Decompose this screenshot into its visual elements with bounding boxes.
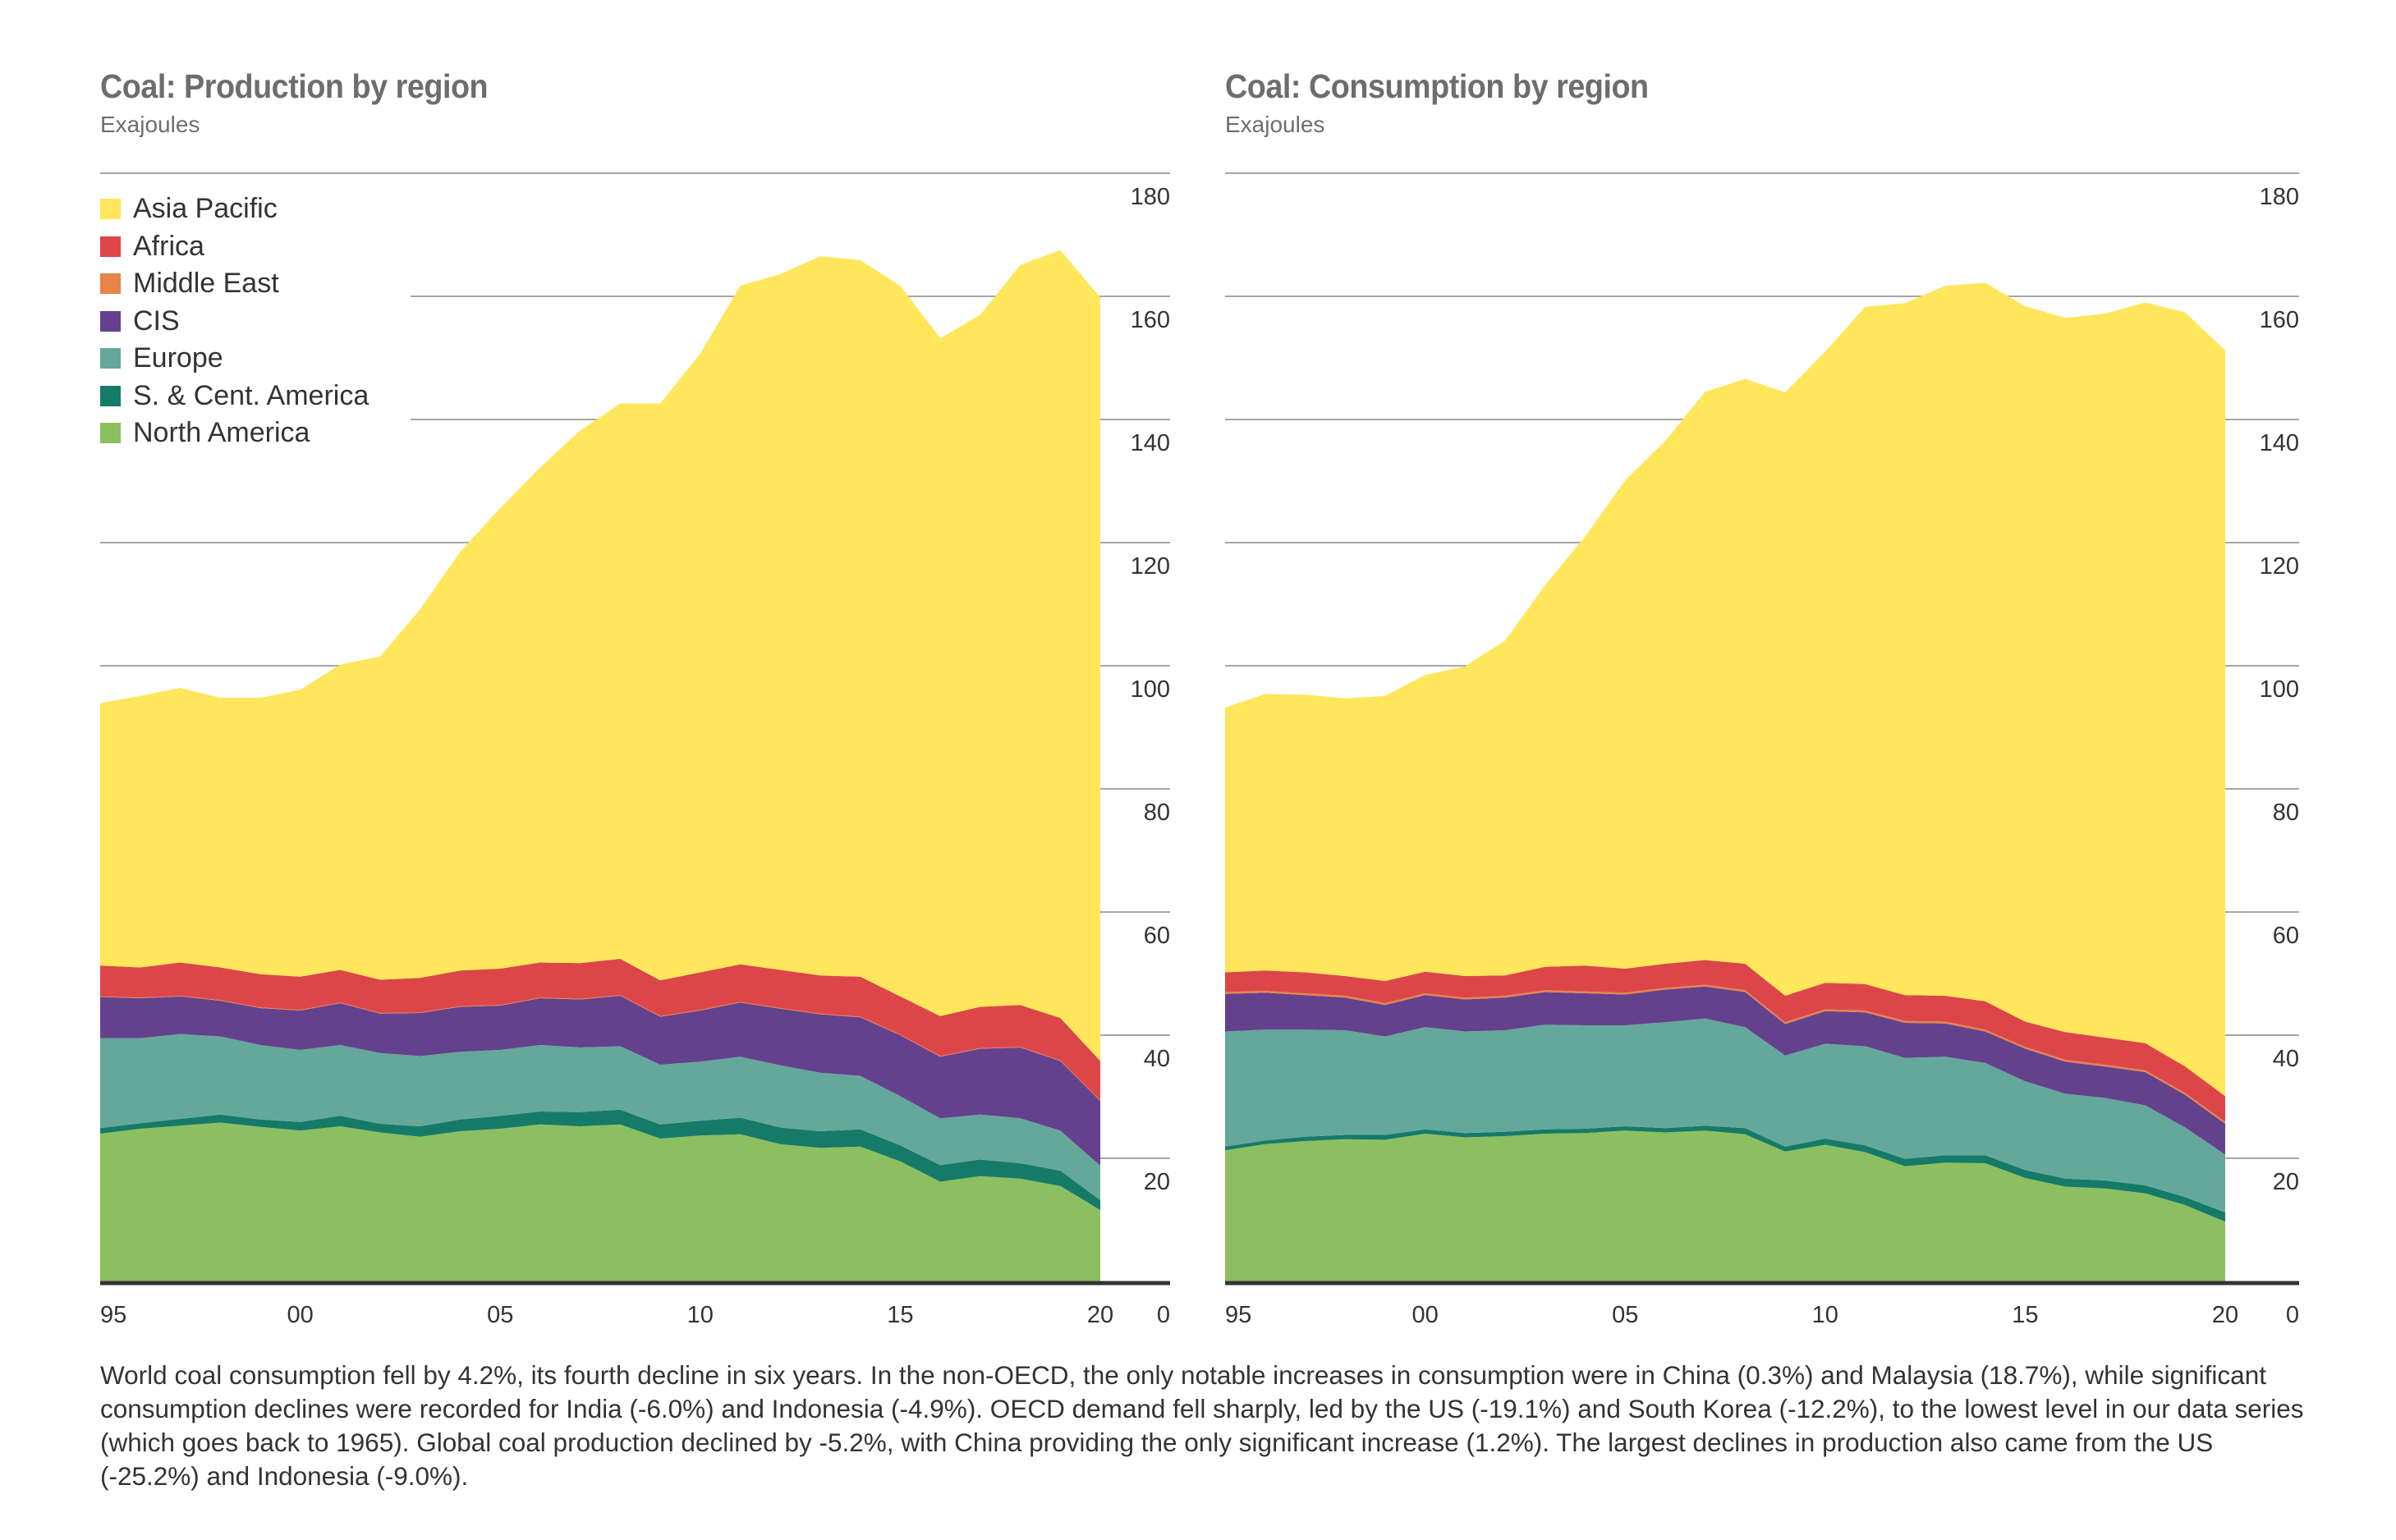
legend-label: CIS <box>133 305 180 337</box>
y-tick-label: 140 <box>1131 430 1170 456</box>
legend-item-africa: Africa <box>100 228 369 266</box>
x-tick-label: 20 <box>1087 1302 1113 1328</box>
legend-label: Africa <box>133 230 204 262</box>
legend-label: S. & Cent. America <box>133 379 369 411</box>
y-tick-label: 180 <box>2260 184 2299 210</box>
y-tick-label: 80 <box>2273 800 2299 826</box>
chart-legend: Asia Pacific Africa Middle East CIS Euro… <box>100 190 369 452</box>
y-tick-label: 160 <box>2260 307 2299 333</box>
area-asia-pacific <box>100 250 1100 1061</box>
legend-item-middle-east: Middle East <box>100 265 369 303</box>
production-chart-title: Coal: Production by region <box>100 67 489 105</box>
x-tick-label: 15 <box>887 1302 913 1328</box>
legend-label: Asia Pacific <box>133 193 278 225</box>
area-north-america <box>1225 1130 2225 1281</box>
commentary-paragraph: World coal consumption fell by 4.2%, its… <box>100 1360 2304 1491</box>
y-tick-label: 40 <box>2273 1046 2299 1072</box>
legend-swatch-asia-pacific <box>100 199 121 220</box>
area-cis <box>1225 986 2225 1155</box>
y-tick-label: 180 <box>1131 184 1170 210</box>
y-tick-label: 0 <box>1157 1302 1170 1328</box>
area-sc-america <box>1225 1125 2225 1222</box>
y-tick-label: 120 <box>2260 553 2299 580</box>
legend-label: Middle East <box>133 268 279 300</box>
production-area-chart: 0 20 40 60 80 100 120 140 160 180 95 00 05 10 15 20 <box>100 172 1170 1328</box>
x-tick-label: 95 <box>100 1302 126 1328</box>
y-tick-label: 20 <box>1144 1169 1170 1195</box>
area-africa <box>1225 960 2225 1122</box>
y-tick-label: 100 <box>1131 676 1170 703</box>
y-tick-label: 60 <box>1144 923 1170 949</box>
area-europe <box>1225 1018 2225 1212</box>
legend-swatch-middle-east <box>100 273 121 295</box>
legend-item-sc-america: S. & Cent. America <box>100 378 369 415</box>
production-chart-subtitle: Exajoules <box>100 112 200 137</box>
consumption-area-chart: 0 20 40 60 80 100 120 140 160 180 95 00 05 10 15 20 <box>1225 172 2299 1328</box>
x-tick-label: 15 <box>2012 1302 2038 1328</box>
x-tick-label: 10 <box>1812 1302 1838 1328</box>
legend-swatch-cis <box>100 310 121 332</box>
y-tick-label: 160 <box>1131 307 1170 333</box>
x-tick-label: 05 <box>1612 1302 1638 1328</box>
x-tick-label: 05 <box>487 1302 513 1328</box>
consumption-chart-subtitle: Exajoules <box>1225 112 1325 137</box>
legend-label: Europe <box>133 342 223 374</box>
y-tick-label: 100 <box>2260 676 2299 703</box>
legend-swatch-north-america <box>100 423 121 444</box>
x-tick-label: 00 <box>1411 1302 1438 1328</box>
y-tick-label: 20 <box>2273 1169 2299 1195</box>
area-africa <box>100 959 1100 1101</box>
x-tick-label: 20 <box>2212 1302 2238 1328</box>
legend-item-europe: Europe <box>100 340 369 378</box>
y-tick-label: 40 <box>1144 1046 1170 1072</box>
area-north-america <box>100 1122 1100 1281</box>
legend-swatch-sc-america <box>100 385 121 406</box>
consumption-chart-title: Coal: Consumption by region <box>1225 67 1649 105</box>
area-europe <box>100 1034 1100 1200</box>
legend-item-cis: CIS <box>100 303 369 341</box>
area-asia-pacific <box>1225 282 2225 1097</box>
legend-swatch-europe <box>100 348 121 369</box>
y-tick-label: 60 <box>2273 923 2299 949</box>
legend-label: North America <box>133 417 310 449</box>
legend-item-north-america: North America <box>100 415 369 452</box>
legend-item-asia-pacific: Asia Pacific <box>100 190 369 228</box>
area-sc-america <box>100 1109 1100 1210</box>
y-tick-label: 120 <box>1131 553 1170 580</box>
x-tick-label: 10 <box>687 1302 714 1328</box>
y-tick-label: 140 <box>2260 430 2299 456</box>
y-tick-label: 0 <box>2286 1302 2299 1328</box>
y-tick-label: 80 <box>1144 800 1170 826</box>
x-tick-label: 95 <box>1225 1302 1251 1328</box>
legend-swatch-africa <box>100 236 121 257</box>
x-tick-label: 00 <box>287 1302 313 1328</box>
area-cis <box>100 996 1100 1166</box>
